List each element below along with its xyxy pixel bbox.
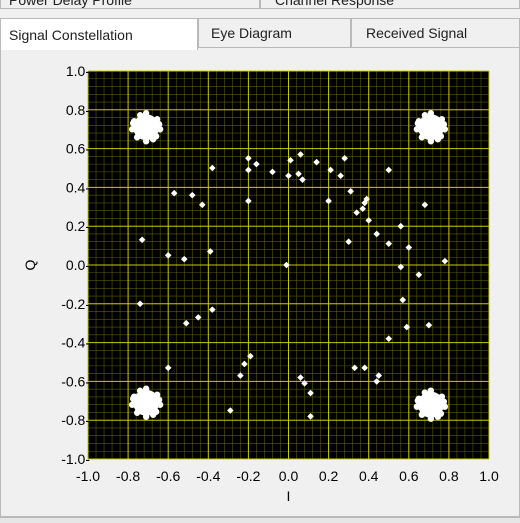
- data-point: [375, 372, 383, 379]
- y-tick-label: 1.0-: [66, 63, 90, 79]
- x-tick-label: 1.0: [479, 468, 499, 484]
- data-point: [403, 323, 411, 331]
- x-tick-label: 0.4: [359, 468, 379, 484]
- data-point: [180, 255, 188, 263]
- y-axis-label: Q: [22, 259, 38, 270]
- data-point: [347, 187, 354, 195]
- data-point: [209, 306, 216, 313]
- data-point: [313, 158, 320, 166]
- data-point: [337, 172, 344, 180]
- constellation-cluster: [128, 110, 164, 145]
- data-point: [237, 372, 244, 379]
- y-tick-label: 0.6-: [66, 141, 90, 157]
- y-tick-label: 0.4-: [66, 179, 90, 195]
- tab-channel-response[interactable]: Channel Response: [260, 0, 520, 9]
- data-point: [327, 166, 334, 174]
- data-point: [351, 364, 358, 372]
- x-tick-label: -1.0: [76, 468, 100, 484]
- data-point: [397, 263, 405, 271]
- data-point: [353, 209, 360, 216]
- tab-row-top: Power Delay Profile Channel Response: [0, 0, 520, 9]
- data-point: [194, 314, 202, 321]
- data-point: [361, 199, 368, 207]
- data-point: [301, 380, 308, 387]
- data-point: [373, 230, 381, 238]
- data-point: [399, 296, 407, 304]
- data-point: [373, 378, 381, 385]
- data-point: [283, 261, 290, 269]
- data-point: [385, 240, 393, 247]
- data-point: [209, 164, 216, 172]
- x-axis-label: I: [287, 488, 291, 504]
- data-point: [345, 238, 352, 246]
- data-point: [359, 205, 366, 213]
- data-point: [421, 201, 429, 209]
- data-point: [188, 191, 196, 199]
- x-tick-label: 0.0: [279, 468, 299, 484]
- data-point: [182, 319, 190, 327]
- data-point: [385, 335, 393, 343]
- data-point: [365, 217, 372, 224]
- x-tick-label: 0.8: [439, 468, 459, 484]
- bottom-border: [0, 517, 520, 523]
- x-tick-label: -0.6: [156, 468, 180, 484]
- data-point: [198, 201, 206, 209]
- data-point: [405, 244, 413, 251]
- data-point: [269, 168, 276, 176]
- y-tick-label: -1.0-: [61, 451, 90, 467]
- constellation-panel: -1.0 -0.8 -0.6 -0.4 -0.2 0.0 0.2 0.4 0.6 0.8 1.0 1…: [0, 47, 520, 517]
- tab-signal-constellation[interactable]: Signal Constellation: [0, 18, 198, 50]
- x-tick-label: -0.2: [236, 468, 260, 484]
- tab-received-signal[interactable]: Received Signal: [351, 18, 520, 48]
- tab-eye-diagram[interactable]: Eye Diagram: [198, 18, 351, 48]
- data-point: [297, 374, 304, 381]
- constellation-cluster: [128, 385, 164, 420]
- data-point: [164, 364, 172, 372]
- data-point: [415, 271, 423, 278]
- data-point: [361, 364, 368, 372]
- data-point: [207, 248, 214, 255]
- constellation-cluster: [413, 387, 449, 422]
- x-tick-label: -0.8: [116, 468, 140, 484]
- y-tick-label: 0.0-: [66, 257, 90, 273]
- data-point: [138, 236, 146, 244]
- data-point: [227, 407, 234, 414]
- data-point: [245, 197, 252, 205]
- data-point: [245, 166, 252, 174]
- data-point: [385, 166, 393, 174]
- data-point: [164, 252, 172, 259]
- y-tick-label: 0.8-: [66, 102, 90, 118]
- data-point: [397, 222, 405, 230]
- x-tick-label: 0.6: [399, 468, 419, 484]
- y-tick-label: -0.8-: [61, 412, 90, 428]
- data-point: [247, 352, 254, 360]
- data-point: [170, 189, 178, 197]
- tab-row: Signal Constellation Eye Diagram Receive…: [0, 18, 520, 50]
- tab-power-delay-profile[interactable]: Power Delay Profile: [0, 0, 260, 9]
- data-point: [325, 197, 332, 205]
- constellation-cluster: [413, 110, 449, 145]
- data-point: [425, 321, 433, 329]
- data-point: [136, 300, 144, 308]
- data-point: [299, 176, 306, 183]
- data-point: [285, 172, 292, 180]
- y-tick-label: -0.4-: [61, 335, 90, 351]
- data-point: [307, 413, 314, 420]
- data-point: [241, 360, 248, 368]
- constellation-chart: -1.0 -0.8 -0.6 -0.4 -0.2 0.0 0.2 0.4 0.6 0.8 1.0 1…: [22, 63, 499, 504]
- x-tick-label: -0.4: [196, 468, 220, 484]
- data-point: [253, 160, 260, 168]
- y-tick-label: -0.2-: [61, 296, 90, 312]
- data-point: [307, 389, 314, 397]
- data-point: [441, 257, 449, 265]
- y-tick-label: -0.6-: [61, 373, 90, 389]
- y-tick-label: 0.2-: [66, 218, 90, 234]
- x-tick-label: 0.2: [319, 468, 339, 484]
- data-point: [363, 195, 370, 203]
